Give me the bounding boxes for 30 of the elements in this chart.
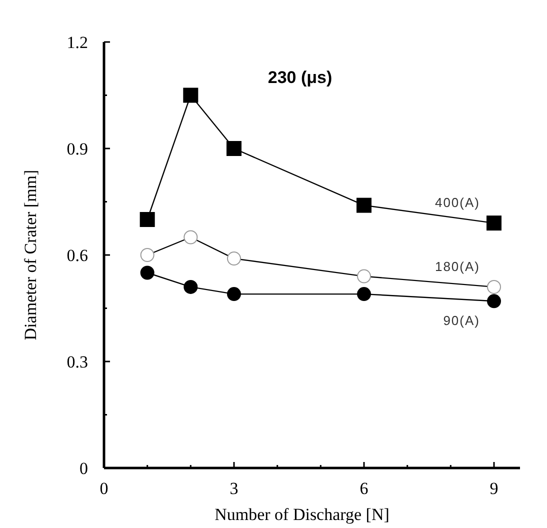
x-tick-label: 6 <box>360 479 368 498</box>
y-tick-label: 0.9 <box>66 139 88 158</box>
x-tick-label: 0 <box>100 479 108 498</box>
x-axis-title: Number of Discharge [N] <box>214 505 390 524</box>
series-label: 400(A) <box>434 195 480 210</box>
point <box>227 252 241 266</box>
point <box>184 230 198 244</box>
series-label: 180(A) <box>434 258 480 274</box>
x-tick-label: 3 <box>230 479 238 498</box>
y-tick-label: 0.6 <box>66 246 88 265</box>
y-tick-label: 0 <box>80 458 88 478</box>
point <box>357 269 371 284</box>
point <box>183 88 198 103</box>
y-tick-label: 0.3 <box>66 352 88 372</box>
series-label: 90(A) <box>443 313 480 328</box>
point <box>487 280 501 294</box>
point <box>486 216 502 231</box>
point <box>356 198 372 213</box>
point <box>226 141 242 156</box>
point <box>140 266 154 280</box>
point <box>140 212 155 227</box>
point <box>140 248 154 262</box>
point <box>487 294 501 308</box>
point <box>227 287 241 302</box>
point <box>357 287 371 302</box>
x-tick-label: 9 <box>490 479 498 498</box>
y-tick-label: 1.2 <box>66 32 88 52</box>
text: 230 (μs) <box>268 68 332 87</box>
y-axis-title: Diameter of Crater [mm] <box>21 170 40 340</box>
point <box>184 280 198 294</box>
